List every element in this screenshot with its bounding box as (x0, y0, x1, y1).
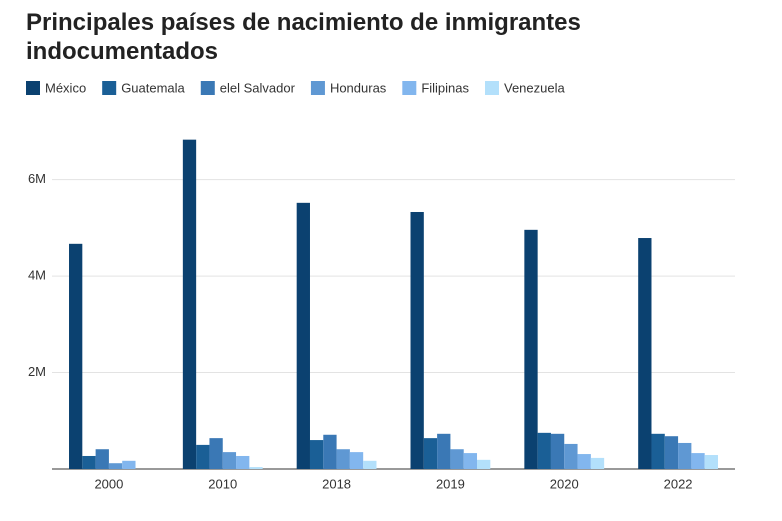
legend-label: Honduras (330, 80, 387, 95)
bar (82, 455, 96, 469)
bar (450, 449, 464, 469)
legend-swatch (200, 81, 215, 95)
bar (590, 457, 605, 469)
bar (69, 243, 83, 469)
bar (108, 463, 123, 469)
x-tick-label: 2018 (322, 476, 351, 491)
bar (209, 438, 223, 469)
bar (309, 440, 324, 469)
bar (704, 455, 718, 469)
bar (638, 238, 652, 469)
bar (524, 229, 538, 469)
bar (363, 460, 377, 469)
x-tick-label: 2019 (436, 476, 465, 491)
bar (323, 434, 337, 469)
legend-swatch (310, 81, 325, 95)
legend-swatch (102, 81, 117, 95)
x-tick-label: 2000 (94, 476, 123, 491)
legend-label: Venezuela (504, 80, 565, 95)
bar (550, 433, 565, 469)
bar (664, 436, 679, 469)
bar (564, 443, 578, 469)
legend-label: México (45, 80, 86, 95)
bar (122, 460, 136, 469)
legend-swatch (402, 81, 417, 95)
legend-swatch (26, 81, 40, 95)
legend-swatch (485, 81, 499, 95)
x-tick-label: 2020 (550, 476, 579, 491)
bar (477, 459, 491, 469)
bar (95, 449, 109, 469)
bar (222, 452, 237, 469)
y-tick-label: 4M (28, 268, 46, 283)
bar (577, 454, 591, 469)
bar (196, 444, 210, 469)
bar (423, 438, 438, 469)
x-tick-label: 2022 (664, 476, 693, 491)
y-tick-label: 6M (28, 171, 46, 186)
legend-label: elel Salvador (220, 80, 296, 95)
bar (537, 432, 551, 469)
bar (678, 442, 692, 469)
bar (296, 202, 310, 469)
bar (463, 453, 478, 469)
bar (236, 455, 250, 469)
legend-label: Filipinas (421, 80, 469, 95)
x-tick-label: 2010 (208, 476, 237, 491)
bar (691, 453, 705, 469)
bar (651, 433, 665, 469)
chart-title: Principales países de nacimiento de inmi… (26, 9, 581, 65)
bar (437, 433, 451, 469)
bar (336, 449, 350, 469)
y-tick-label: 2M (28, 364, 46, 379)
bar (249, 467, 263, 469)
legend-label: Guatemala (121, 80, 185, 95)
bar (182, 139, 197, 469)
bar (349, 452, 364, 469)
bar (410, 211, 424, 470)
